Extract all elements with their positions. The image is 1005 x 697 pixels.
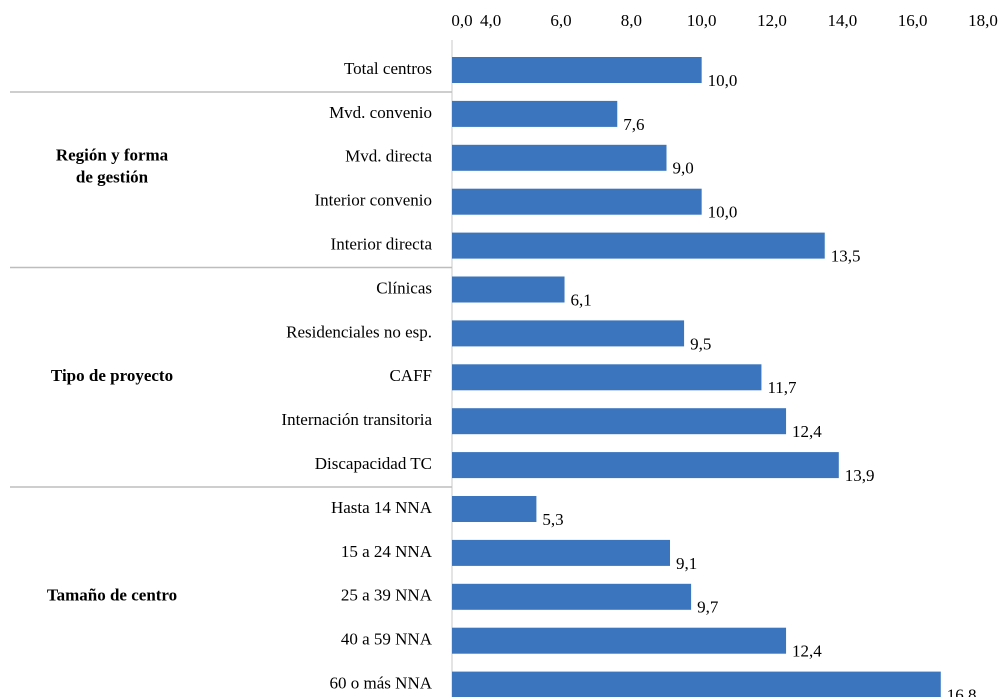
category-label: CAFF	[389, 366, 432, 385]
bar	[452, 583, 692, 610]
value-label: 11,7	[767, 378, 797, 397]
bar	[452, 671, 941, 697]
category-label: Clínicas	[376, 278, 432, 297]
category-label: 60 o más NNA	[330, 674, 433, 693]
value-label: 6,1	[571, 290, 592, 309]
bar	[452, 188, 702, 215]
value-label: 16,8	[947, 686, 977, 697]
bar	[452, 320, 685, 347]
bar	[452, 100, 618, 127]
category-label: 25 a 39 NNA	[341, 586, 433, 605]
value-label: 9,7	[697, 598, 719, 617]
category-label: 40 a 59 NNA	[341, 630, 433, 649]
x-tick-label: 0,0	[451, 11, 472, 30]
bar	[452, 408, 787, 435]
group-label: Región y forma	[56, 146, 169, 165]
value-label: 13,9	[845, 466, 875, 485]
x-tick-label: 14,0	[827, 11, 857, 30]
category-label: Interior directa	[331, 235, 433, 254]
bar	[452, 452, 839, 479]
category-label: Mvd. convenio	[329, 103, 432, 122]
group-label: Tipo de proyecto	[51, 366, 173, 385]
value-label: 9,0	[672, 159, 693, 178]
value-label: 10,0	[708, 203, 738, 222]
category-label: Internación transitoria	[281, 410, 432, 429]
value-label: 12,4	[792, 422, 822, 441]
group-label: de gestión	[76, 168, 149, 187]
x-tick-label: 4,0	[480, 11, 501, 30]
group-label: Tamaño de centro	[47, 586, 177, 605]
value-label: 12,4	[792, 642, 822, 661]
bar	[452, 496, 537, 522]
value-label: 5,3	[542, 510, 563, 529]
x-tick-label: 16,0	[898, 11, 928, 30]
category-label: Total centros	[344, 59, 432, 78]
value-label: 13,5	[831, 247, 861, 266]
x-tick-label: 12,0	[757, 11, 787, 30]
category-label: Interior convenio	[314, 191, 432, 210]
category-label: Mvd. directa	[345, 147, 432, 166]
category-label: Discapacidad TC	[315, 454, 432, 473]
value-label: 7,6	[623, 115, 644, 134]
bar	[452, 627, 787, 654]
bar	[452, 232, 825, 259]
x-tick-label: 10,0	[687, 11, 717, 30]
category-label: 15 a 24 NNA	[341, 542, 433, 561]
bar	[452, 57, 702, 83]
x-tick-label: 8,0	[621, 11, 642, 30]
bar	[452, 276, 565, 303]
category-label: Residenciales no esp.	[286, 322, 432, 341]
bar	[452, 364, 762, 391]
value-label: 9,1	[676, 554, 697, 573]
category-label: Hasta 14 NNA	[331, 498, 433, 517]
x-tick-label: 18,0	[968, 11, 998, 30]
value-label: 9,5	[690, 334, 711, 353]
bar	[452, 539, 671, 566]
value-label: 10,0	[708, 71, 738, 90]
x-tick-label: 6,0	[550, 11, 571, 30]
bar	[452, 144, 667, 171]
